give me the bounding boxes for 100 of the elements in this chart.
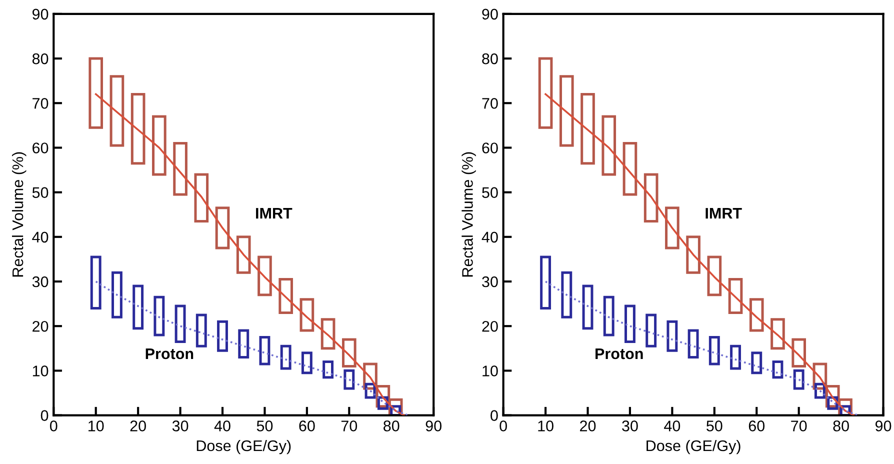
bar <box>688 329 699 359</box>
bar <box>173 142 188 196</box>
x-tick-label: 90 <box>426 420 442 432</box>
bar <box>603 296 614 336</box>
bar <box>559 75 574 147</box>
x-tick-label: 60 <box>299 420 315 432</box>
bar <box>728 278 743 314</box>
x-axis-title: Dose (GE/Gy) <box>646 440 740 454</box>
bar <box>644 173 658 223</box>
line-series <box>94 280 410 416</box>
bar <box>646 314 657 348</box>
x-tick-label: 60 <box>748 420 765 432</box>
bar <box>278 278 293 314</box>
bar <box>196 314 207 348</box>
y-axis-title: Rectal Volume (%) <box>12 152 26 277</box>
y-tick-label: 70 <box>482 98 498 109</box>
y-tick-label: 80 <box>482 53 498 64</box>
y-tick-label: 10 <box>482 366 498 376</box>
bar <box>580 92 595 165</box>
x-tick-label: 0 <box>500 420 507 432</box>
bar <box>666 320 678 352</box>
bar <box>154 296 165 336</box>
x-tick-label: 50 <box>706 420 722 432</box>
bar <box>665 206 680 250</box>
bar <box>238 329 250 359</box>
bar <box>320 318 336 350</box>
y-tick-label: 50 <box>482 187 498 198</box>
y-tick-label: 20 <box>482 320 498 332</box>
y-tick-label: 40 <box>32 232 48 243</box>
bar <box>258 256 272 296</box>
y-tick-label: 60 <box>482 142 498 154</box>
y-tick-label: 0 <box>490 410 498 421</box>
y-tick-label: 90 <box>32 8 48 20</box>
y-axis-title: Rectal Volume (%) <box>462 152 476 277</box>
bar <box>280 344 292 370</box>
x-tick-label: 30 <box>172 420 188 432</box>
annotation: Proton <box>596 348 643 360</box>
x-tick-label: 50 <box>256 420 273 432</box>
bar <box>344 369 355 390</box>
bar <box>88 57 104 129</box>
x-tick-label: 70 <box>791 420 807 432</box>
x-tick-label: 30 <box>622 420 638 432</box>
bar <box>770 318 785 350</box>
line-series <box>544 93 855 416</box>
bar <box>793 369 804 390</box>
x-tick-label: 80 <box>384 420 400 432</box>
x-tick-label: 10 <box>538 420 554 432</box>
bar <box>111 271 122 318</box>
bar <box>730 344 741 370</box>
y-tick-label: 80 <box>32 53 48 64</box>
x-tick-label: 0 <box>50 420 58 432</box>
annotation: IMRT <box>706 208 742 219</box>
bar <box>749 298 764 332</box>
bar <box>152 115 166 176</box>
x-tick-label: 70 <box>341 420 358 432</box>
x-tick-label: 40 <box>664 420 680 432</box>
bar <box>686 236 700 274</box>
x-tick-label: 20 <box>130 420 146 432</box>
x-axis-title: Dose (GE/Gy) <box>196 440 291 454</box>
y-tick-label: 90 <box>482 8 498 20</box>
bar <box>751 352 762 374</box>
bar <box>708 336 720 366</box>
bar <box>90 256 102 310</box>
bar <box>602 115 616 176</box>
bar <box>622 142 638 196</box>
bar <box>132 284 144 330</box>
y-tick-label: 10 <box>32 366 48 376</box>
y-tick-label: 40 <box>482 232 498 243</box>
x-tick-label: 40 <box>214 420 230 432</box>
bar <box>322 360 334 379</box>
bar <box>174 304 186 343</box>
y-tick-label: 50 <box>32 187 48 198</box>
y-tick-label: 60 <box>32 142 48 154</box>
bar <box>342 338 356 368</box>
bar <box>792 338 806 368</box>
x-tick-label: 90 <box>875 420 892 432</box>
x-tick-label: 10 <box>88 420 104 432</box>
line-series <box>544 280 859 416</box>
bar <box>561 271 572 318</box>
bar <box>301 352 312 374</box>
y-tick-label: 30 <box>32 276 48 288</box>
bar <box>217 320 228 352</box>
bar <box>194 173 209 223</box>
bar <box>707 256 722 296</box>
y-tick-label: 20 <box>32 320 48 332</box>
bar <box>540 256 552 310</box>
annotation: Proton <box>146 348 194 360</box>
y-tick-label: 0 <box>40 410 48 421</box>
bar <box>300 298 314 332</box>
y-tick-label: 30 <box>482 276 498 288</box>
bar <box>236 236 251 274</box>
x-tick-label: 80 <box>833 420 849 432</box>
bar <box>259 336 270 366</box>
bar <box>110 75 124 147</box>
y-tick-label: 70 <box>32 98 48 109</box>
bar <box>624 304 636 343</box>
line-series <box>94 93 405 416</box>
bar <box>772 360 784 379</box>
x-tick-label: 20 <box>580 420 596 432</box>
bar <box>582 284 594 330</box>
